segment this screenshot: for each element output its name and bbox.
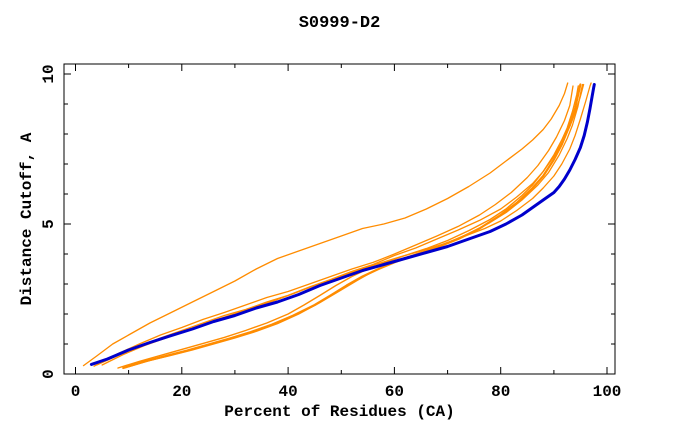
y-axis-label: Distance Cutoff, A: [18, 132, 36, 306]
chart-title: S0999-D2: [298, 14, 381, 33]
y-tick-label: 5: [40, 219, 58, 229]
plot-border: [63, 63, 616, 375]
x-tick-label: 40: [278, 383, 297, 401]
x-axis-label: Percent of Residues (CA): [224, 403, 455, 421]
x-tick-label: 100: [593, 383, 622, 401]
x-tick-label: 60: [385, 383, 404, 401]
series-line-model-6: [127, 83, 584, 368]
x-tick-label: 80: [491, 383, 510, 401]
series-line-model-outlier: [82, 82, 569, 367]
x-tick-label: 0: [71, 383, 81, 401]
series-line-model-7: [101, 82, 592, 366]
y-tick-label: 0: [40, 369, 58, 379]
x-tick-label: 20: [172, 383, 191, 401]
y-tick-label: 10: [40, 64, 58, 83]
series-line-model-2: [96, 83, 585, 366]
series-line-model-3: [93, 85, 574, 367]
series-line-highlighted-model: [89, 83, 596, 366]
series-line-model-5: [122, 83, 582, 370]
